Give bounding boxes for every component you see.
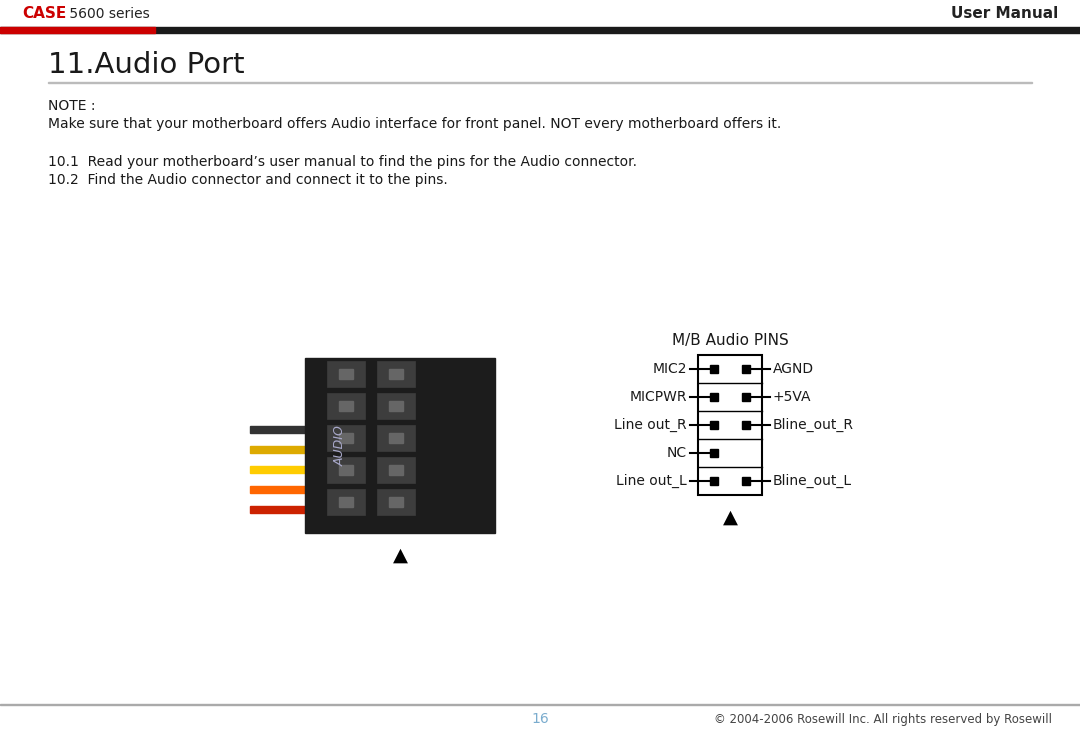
Bar <box>377 425 415 451</box>
Bar <box>327 361 365 387</box>
Bar <box>698 355 762 495</box>
Bar <box>0 704 1080 705</box>
Text: Line out_R: Line out_R <box>615 418 687 432</box>
Bar <box>305 358 495 533</box>
Bar <box>327 457 365 483</box>
Bar <box>249 466 308 473</box>
Bar <box>389 369 403 379</box>
Bar <box>339 401 353 411</box>
Bar <box>710 393 718 401</box>
Text: 10.1  Read your motherboard’s user manual to find the pins for the Audio connect: 10.1 Read your motherboard’s user manual… <box>48 155 637 169</box>
Bar <box>327 425 365 451</box>
Bar <box>249 426 308 433</box>
Text: 16: 16 <box>531 712 549 726</box>
Bar <box>389 497 403 507</box>
Text: ▲: ▲ <box>723 507 738 527</box>
Bar <box>377 361 415 387</box>
Bar <box>0 27 156 33</box>
Bar <box>327 489 365 515</box>
Bar <box>742 477 750 485</box>
Bar <box>389 465 403 475</box>
Bar <box>339 433 353 443</box>
Bar <box>377 457 415 483</box>
Bar <box>710 365 718 373</box>
Text: AUDIO: AUDIO <box>334 426 347 467</box>
Bar <box>710 421 718 429</box>
Bar <box>389 401 403 411</box>
Bar <box>0 27 1080 33</box>
Bar <box>742 421 750 429</box>
Bar <box>339 497 353 507</box>
Text: MICPWR: MICPWR <box>630 390 687 404</box>
Text: CASE: CASE <box>22 7 66 22</box>
Bar <box>710 477 718 485</box>
Bar <box>389 433 403 443</box>
Text: © 2004-2006 Rosewill Inc. All rights reserved by Rosewill: © 2004-2006 Rosewill Inc. All rights res… <box>714 713 1052 725</box>
Text: NC: NC <box>666 446 687 460</box>
Text: User Manual: User Manual <box>950 7 1058 22</box>
Bar <box>742 393 750 401</box>
Bar <box>327 393 365 419</box>
Text: Line out_L: Line out_L <box>617 474 687 488</box>
Bar <box>742 365 750 373</box>
Text: ▲: ▲ <box>392 545 407 565</box>
Text: Bline_out_R: Bline_out_R <box>773 418 854 432</box>
Text: M/B Audio PINS: M/B Audio PINS <box>672 333 788 348</box>
Bar <box>249 486 308 493</box>
Bar <box>339 465 353 475</box>
Text: +5VA: +5VA <box>773 390 811 404</box>
Text: 5600 series: 5600 series <box>65 7 150 21</box>
Bar <box>0 0 1080 27</box>
Bar <box>339 369 353 379</box>
Bar <box>710 449 718 457</box>
Bar <box>377 393 415 419</box>
Text: Bline_out_L: Bline_out_L <box>773 474 852 488</box>
Text: Make sure that your motherboard offers Audio interface for front panel. NOT ever: Make sure that your motherboard offers A… <box>48 117 781 131</box>
Bar <box>249 446 308 453</box>
Bar <box>249 506 308 513</box>
Text: 11.Audio Port: 11.Audio Port <box>48 51 245 79</box>
Text: AGND: AGND <box>773 362 814 376</box>
Bar <box>377 489 415 515</box>
Text: NOTE :: NOTE : <box>48 99 95 113</box>
Text: MIC2: MIC2 <box>652 362 687 376</box>
Text: 10.2  Find the Audio connector and connect it to the pins.: 10.2 Find the Audio connector and connec… <box>48 173 448 187</box>
